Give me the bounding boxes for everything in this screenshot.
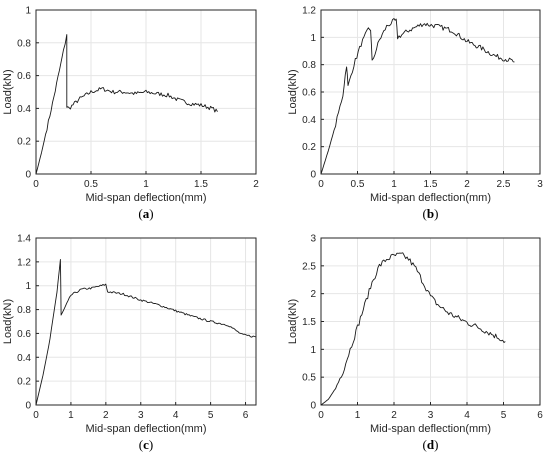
y-tick-label: 0.2 [17,377,31,388]
x-tick-label: 1 [355,410,361,421]
x-tick-label: 0 [318,179,324,190]
y-tick-label: 0 [25,401,31,412]
x-tick-label: 1 [391,179,397,190]
x-tick-label: 3 [138,410,144,421]
load-deflection-curve [320,252,506,406]
y-axis-label: Load(kN) [287,69,299,114]
y-tick-label: 0 [310,170,316,181]
y-tick-label: 1 [310,33,316,44]
y-tick-label: 0.6 [17,329,31,340]
panel-a: 0 0.5 1 1.5 2 0 0.2 0.4 0.6 0.8 1 Mid-span deflecti… [2,6,259,222]
load-deflection-curve [35,34,218,175]
x-tick-label: 6 [537,410,543,421]
x-tick-label: 1 [68,410,74,421]
y-tick-label: 0.6 [17,71,31,82]
x-tick-label: 4 [464,410,470,421]
panel-c: 0 1 2 3 4 5 6 0 0.2 0.4 0.6 0.8 1 1.2 1.4 Mid-span defl… [2,234,257,452]
y-tick-label: 0 [25,170,31,181]
y-tick-label: 0.8 [17,305,31,316]
x-tick-label: 2 [464,179,470,190]
x-tick-label: 4 [173,410,179,421]
x-tick-label: 2 [391,410,397,421]
x-tick-label: 0.5 [351,179,365,190]
x-tick-label: 1.5 [194,179,208,190]
load-deflection-curve [35,259,257,406]
load-deflection-curve [320,18,515,175]
y-tick-label: 1.4 [17,234,31,245]
x-tick-label: 6 [243,410,249,421]
x-axis-label: Mid-span deflection(mm) [85,423,206,435]
y-tick-label: 0 [310,401,316,412]
panel-b: 0 0.5 1 1.5 2 2.5 3 0 0.2 0.4 0.6 0.8 1 1.2 Mid-span d… [287,6,543,222]
panel-label: (c) [139,437,153,452]
y-tick-label: 1.2 [302,6,316,17]
panel-label: (d) [423,437,439,452]
y-tick-label: 0.2 [17,137,31,148]
x-tick-label: 3 [537,179,543,190]
y-tick-label: 1 [310,345,316,356]
y-axis-label: Load(kN) [287,299,299,344]
y-tick-label: 0.8 [302,60,316,71]
y-tick-label: 0.4 [302,115,316,126]
y-axis-label: Load(kN) [2,299,14,344]
y-tick-label: 0.5 [302,373,316,384]
y-tick-label: 3 [310,234,316,245]
x-tick-label: 2 [253,179,259,190]
y-tick-label: 0.4 [17,353,31,364]
x-tick-label: 0 [33,410,39,421]
x-tick-label: 2 [103,410,109,421]
y-tick-label: 1.5 [302,317,316,328]
x-tick-label: 1.5 [424,179,438,190]
x-tick-label: 0 [33,179,39,190]
x-tick-label: 5 [501,410,507,421]
x-tick-label: 1 [143,179,149,190]
plot-frame [320,237,541,406]
x-tick-label: 2.5 [497,179,511,190]
x-axis-label: Mid-span deflection(mm) [370,192,491,204]
y-tick-label: 1.2 [17,257,31,268]
x-axis-label: Mid-span deflection(mm) [370,423,491,435]
x-tick-label: 3 [428,410,434,421]
x-tick-label: 0.5 [84,179,98,190]
y-tick-label: 0.4 [17,104,31,115]
y-tick-label: 0.8 [17,38,31,49]
plot-frame [35,237,257,406]
y-tick-label: 2.5 [302,261,316,272]
y-tick-label: 0.2 [302,142,316,153]
plot-frame [320,9,541,175]
panel-label: (a) [138,206,153,221]
y-tick-label: 0.6 [302,88,316,99]
x-axis-label: Mid-span deflection(mm) [85,192,206,204]
y-tick-label: 2 [310,289,316,300]
y-tick-label: 1 [25,6,31,17]
y-tick-label: 1 [25,281,31,292]
panel-label: (b) [423,206,439,221]
y-axis-label: Load(kN) [2,69,14,114]
x-tick-label: 5 [208,410,214,421]
x-tick-label: 0 [318,410,324,421]
panel-d: 0 1 2 3 4 5 6 0 0.5 1 1.5 2 2.5 3 Mid-span deflection(… [287,234,543,453]
plot-frame [35,9,257,175]
